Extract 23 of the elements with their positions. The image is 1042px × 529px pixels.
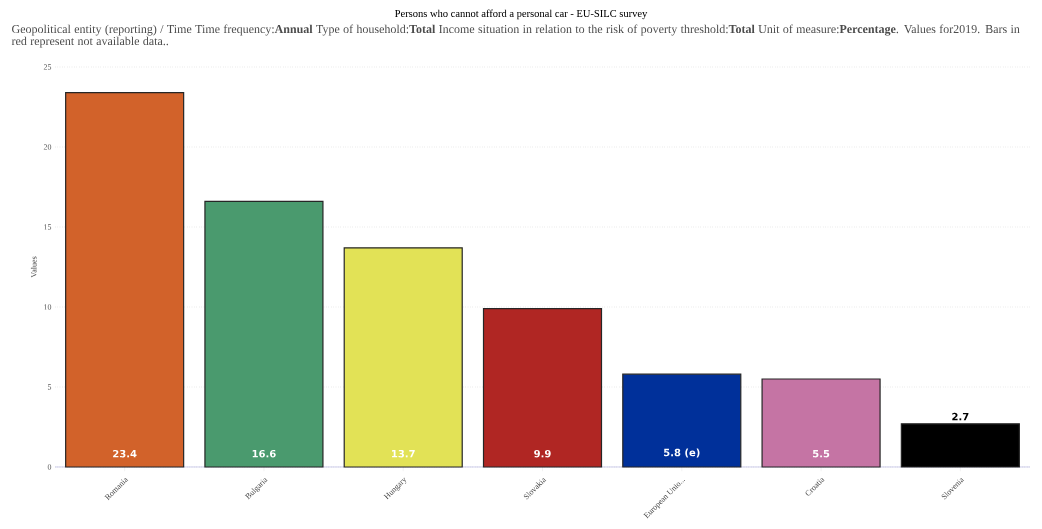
y-tick-label: 20 — [43, 144, 52, 150]
bar — [204, 200, 324, 468]
bar — [622, 373, 742, 468]
bar — [65, 91, 185, 468]
data-label: 5.5 — [812, 450, 830, 458]
text: Geopolitical entity (reporting) / Time Time frequency:Annual Type of household:Total Income situation in relation to the risk of poverty threshold:Total Unit of measure:Percentage. Values for2019. Bars in red represent not available data.. — [11, 24, 1020, 48]
data-label: 23.4 — [113, 449, 137, 458]
y-tick-label: 0 — [47, 464, 52, 470]
bar — [900, 423, 1020, 468]
y-tick-label: 5 — [47, 384, 52, 390]
data-label: 13.7 — [392, 449, 415, 458]
bar — [482, 307, 603, 468]
data-label: 9.9 — [534, 449, 551, 458]
y-axis-title: Values — [30, 256, 37, 278]
bar — [761, 378, 881, 468]
chart-title: Persons who cannot afford a personal car - EU-SILC survey — [395, 9, 648, 20]
bar — [343, 247, 463, 468]
y-tick-label: 10 — [44, 304, 52, 310]
data-label: 2.7 — [952, 412, 969, 421]
data-label: 16.6 — [252, 449, 276, 458]
data-label: 5.8 (e) — [664, 448, 700, 458]
y-tick-label: 15 — [44, 224, 52, 230]
y-tick-label: 25 — [43, 64, 52, 70]
